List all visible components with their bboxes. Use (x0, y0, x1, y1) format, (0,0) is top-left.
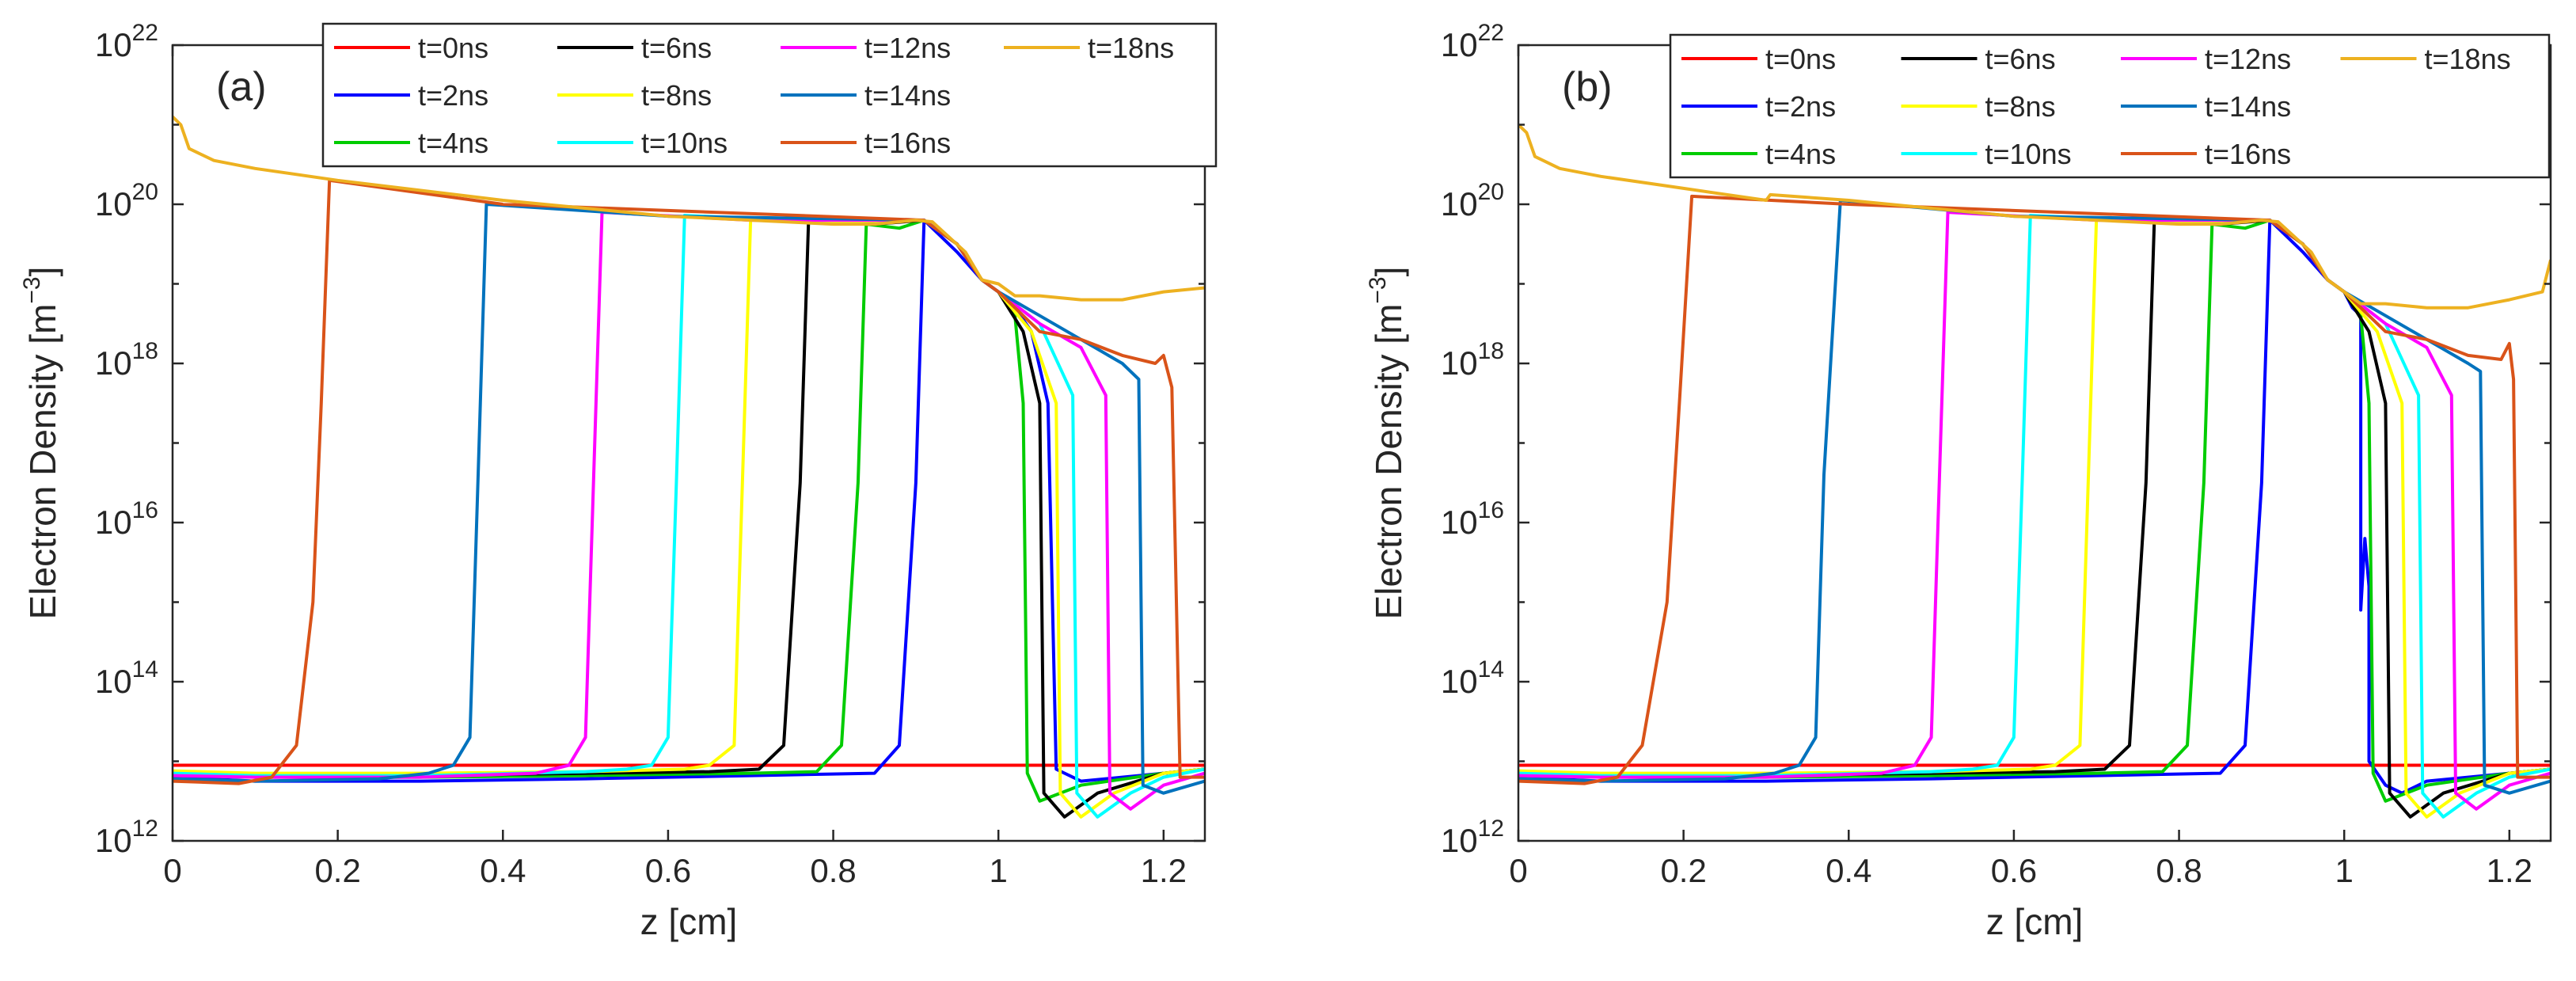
legend-label: t=8ns (641, 79, 712, 112)
y-tick-label: 1014 (95, 656, 158, 700)
y-axis-title: Electron Density [m−3] (19, 267, 63, 620)
legend-label: t=2ns (1765, 90, 1836, 123)
legend: t=0ns t=2ns t=4ns t=6ns t=8ns t=10ns t=12ns t=1… (1669, 33, 2551, 179)
x-tick-label: 0.4 (1826, 852, 1871, 889)
y-tick-label: 1022 (1441, 20, 1504, 63)
legend-label: t=0ns (1765, 43, 1836, 75)
legend-label: t=0ns (418, 32, 488, 64)
legend-label: t=2ns (418, 79, 488, 112)
legend-label: t=12ns (864, 32, 951, 64)
legend-label: t=4ns (418, 127, 488, 159)
plot-area (173, 45, 1205, 841)
series-line-t-18ns (173, 115, 1205, 302)
x-tick-label: 1 (990, 852, 1008, 889)
panel-label: (b) (1562, 64, 1613, 110)
y-tick-label: 1016 (95, 497, 158, 541)
x-tick-label: 1.2 (2487, 852, 2532, 889)
y-tick-label: 1018 (1441, 338, 1504, 382)
legend: t=0ns t=2ns t=4ns t=6ns t=8ns t=10ns t=12ns t=1… (321, 22, 1218, 168)
y-tick-label: 1018 (95, 338, 158, 382)
y-tick-label: 1020 (95, 179, 158, 222)
y-tick-label: 1012 (1441, 816, 1504, 859)
x-tick-label: 1.2 (1141, 852, 1187, 889)
x-axis-title: z [cm] (640, 901, 738, 942)
legend-label: t=18ns (2425, 43, 2511, 75)
legend-label: t=18ns (1088, 32, 1174, 64)
y-axis-title: Electron Density [m−3] (1365, 267, 1409, 620)
x-tick-label: 0.2 (314, 852, 360, 889)
legend-label: t=6ns (1985, 43, 2056, 75)
x-tick-label: 0 (1509, 852, 1527, 889)
x-tick-label: 0.4 (480, 852, 526, 889)
chart-panel-a: 0 0.2 0.4 0.6 0.8 1 1.2 1012 1014 1016 1018 1020 102… (19, 20, 1218, 942)
legend-label: t=8ns (1985, 90, 2056, 123)
series-line-t-18ns (1518, 124, 2551, 310)
legend-label: t=16ns (2205, 138, 2291, 170)
legend-label: t=14ns (2205, 90, 2291, 123)
x-tick-label: 0.6 (1991, 852, 2037, 889)
chart-panel-b: 0 0.2 0.4 0.6 0.8 1 1.2 1012 1014 1016 1018 1020 102… (1365, 20, 2552, 942)
y-tick-label: 1014 (1441, 656, 1504, 700)
legend-label: t=12ns (2205, 43, 2291, 75)
x-tick-label: 0.8 (810, 852, 856, 889)
y-tick-label: 1012 (95, 816, 158, 859)
legend-label: t=14ns (864, 79, 951, 112)
legend-label: t=16ns (864, 127, 951, 159)
x-tick-label: 0.6 (645, 852, 691, 889)
legend-label: t=10ns (641, 127, 728, 159)
legend-label: t=4ns (1765, 138, 1836, 170)
x-tick-label: 0 (163, 852, 181, 889)
y-tick-label: 1022 (95, 20, 158, 63)
x-tick-label: 0.2 (1660, 852, 1706, 889)
y-tick-label: 1020 (1441, 179, 1504, 222)
panel-label: (a) (216, 64, 267, 110)
x-tick-label: 1 (2335, 852, 2354, 889)
x-axis-title: z [cm] (1986, 901, 2084, 942)
x-tick-label: 0.8 (2156, 852, 2202, 889)
y-tick-label: 1016 (1441, 497, 1504, 541)
legend-label: t=10ns (1985, 138, 2072, 170)
legend-label: t=6ns (641, 32, 712, 64)
